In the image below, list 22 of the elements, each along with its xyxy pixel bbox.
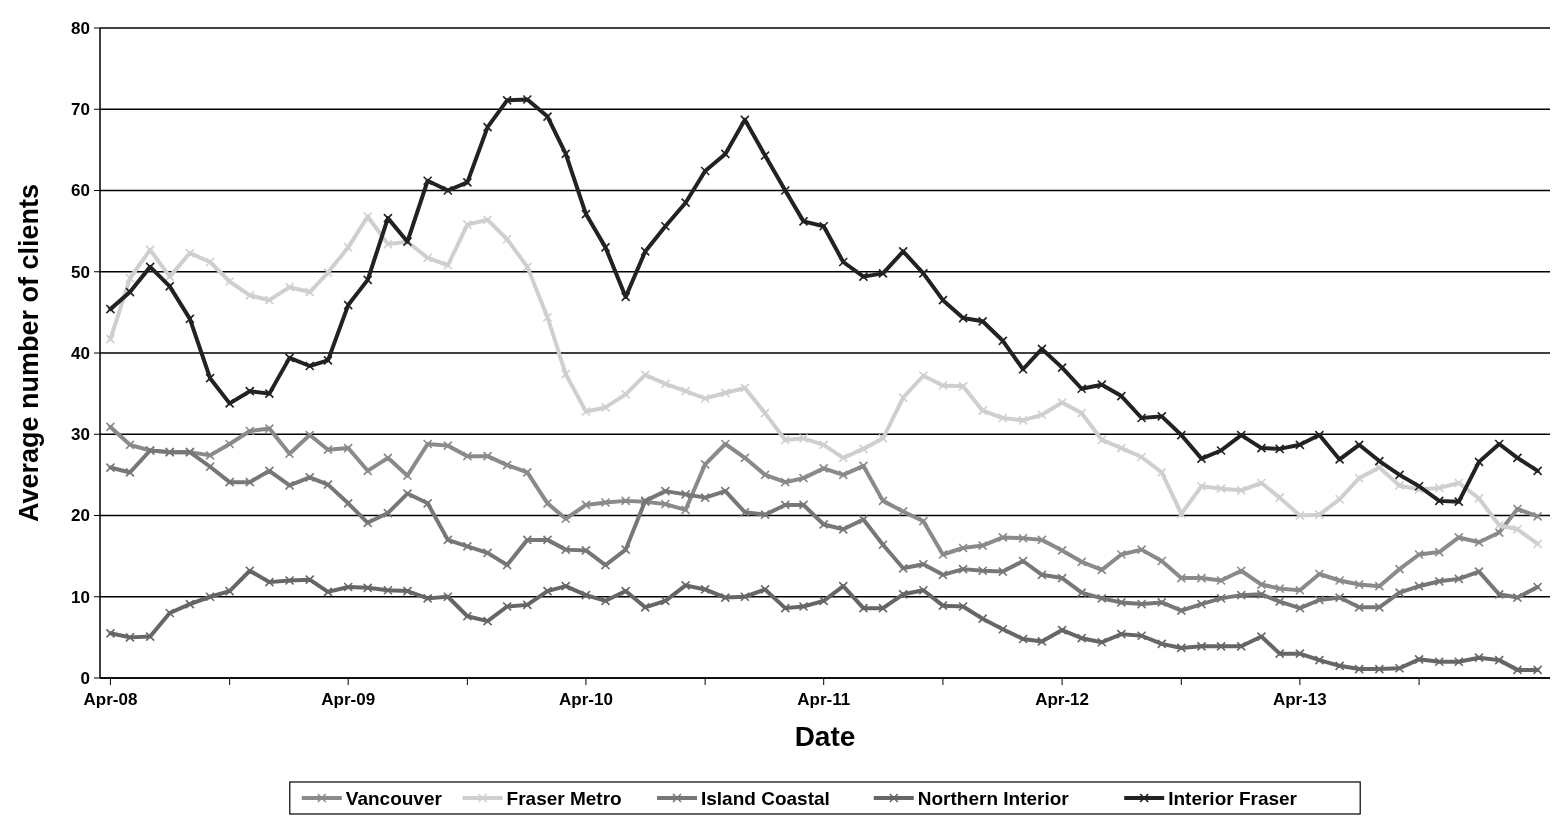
x-tick-label: Apr-09 — [321, 690, 376, 709]
y-tick-label: 60 — [71, 181, 90, 201]
legend-label: Interior Fraser — [1168, 787, 1298, 809]
legend-label: Fraser Metro — [506, 787, 622, 809]
y-tick-label: 30 — [71, 425, 90, 445]
legend-label: Vancouver — [345, 787, 443, 809]
x-tick-label: Apr-12 — [1035, 690, 1090, 709]
x-tick-label: Apr-10 — [559, 690, 613, 709]
x-axis-title: Date — [794, 721, 856, 752]
x-tick-label: Apr-08 — [83, 690, 138, 709]
y-tick-label: 20 — [71, 506, 90, 526]
legend-label: Northern Interior — [917, 787, 1070, 809]
x-tick-label: Apr-13 — [1272, 690, 1327, 709]
y-tick-label: 80 — [71, 18, 90, 38]
y-tick-label: 0 — [80, 668, 90, 688]
x-tick-label: Apr-11 — [797, 690, 851, 709]
y-axis-title: Average number of clients — [14, 183, 44, 523]
y-tick-label: 10 — [71, 587, 90, 607]
legend-label: Island Coastal — [701, 787, 830, 809]
y-tick-label: 50 — [71, 262, 90, 282]
y-tick-label: 70 — [71, 100, 90, 120]
y-tick-label: 40 — [71, 343, 90, 363]
